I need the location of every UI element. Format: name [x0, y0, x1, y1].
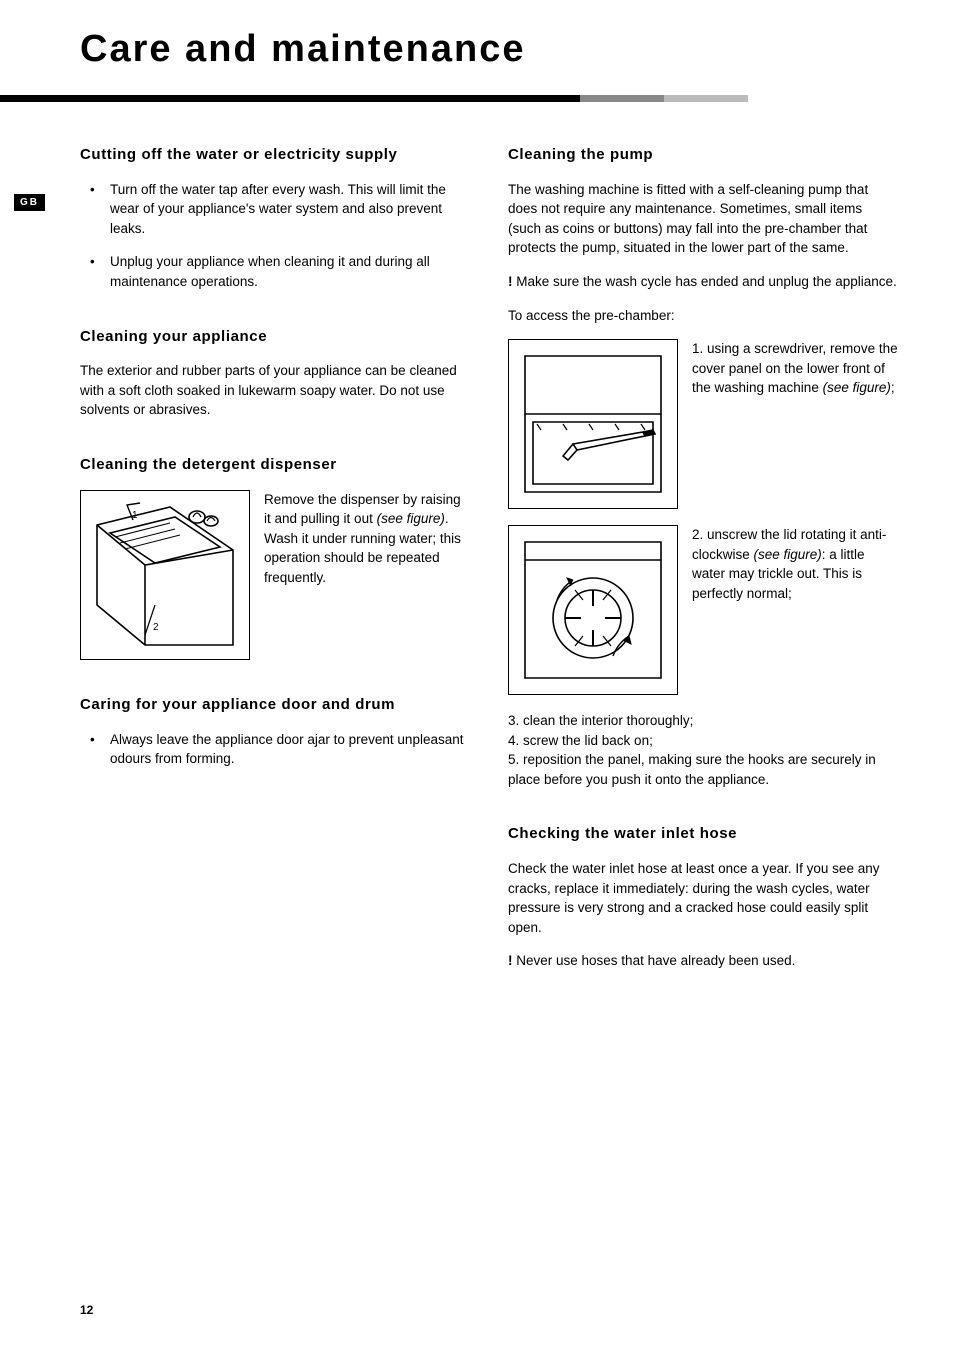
paragraph: 4. screw the lid back on;: [508, 731, 898, 751]
paragraph: The exterior and rubber parts of your ap…: [80, 361, 470, 420]
paragraph: To access the pre-chamber:: [508, 306, 898, 326]
paragraph: The washing machine is fitted with a sel…: [508, 180, 898, 258]
text: ;: [891, 380, 895, 395]
text-italic: (see figure): [823, 380, 891, 395]
heading: Caring for your appliance door and drum: [80, 694, 470, 716]
section-detergent-dispenser: Cleaning the detergent dispenser: [80, 454, 470, 660]
heading: Cutting off the water or electricity sup…: [80, 144, 470, 166]
section-cleaning-pump: Cleaning the pump The washing machine is…: [508, 144, 898, 789]
bullet-item: Unplug your appliance when cleaning it a…: [96, 252, 470, 291]
language-tab: GB: [14, 194, 45, 211]
figure-caption: 2. unscrew the lid rotating it anti-cloc…: [692, 525, 898, 695]
text-italic: (see figure): [754, 547, 822, 562]
figure-panel-removal: [508, 339, 678, 509]
right-column: Cleaning the pump The washing machine is…: [508, 144, 898, 1005]
heading: Cleaning the pump: [508, 144, 898, 166]
heading: Cleaning the detergent dispenser: [80, 454, 470, 476]
warning: ! Never use hoses that have already been…: [508, 951, 898, 971]
section-inlet-hose: Checking the water inlet hose Check the …: [508, 823, 898, 971]
figure-caption: 1. using a screwdriver, remove the cover…: [692, 339, 898, 509]
text-italic: (see figure): [377, 511, 445, 526]
paragraph: 3. clean the interior thoroughly;: [508, 711, 898, 731]
paragraph: Check the water inlet hose at least once…: [508, 859, 898, 937]
page-number: 12: [80, 1303, 93, 1317]
bullet-item: Turn off the water tap after every wash.…: [96, 180, 470, 239]
text: Never use hoses that have already been u…: [513, 953, 796, 968]
section-water-electricity: Cutting off the water or electricity sup…: [80, 144, 470, 292]
left-column: Cutting off the water or electricity sup…: [80, 144, 470, 1005]
figure-caption: Remove the dispenser by raising it and p…: [264, 490, 470, 660]
header-rule: [0, 95, 954, 102]
heading: Checking the water inlet hose: [508, 823, 898, 845]
content-columns: Cutting off the water or electricity sup…: [0, 102, 954, 1005]
heading: Cleaning your appliance: [80, 326, 470, 348]
bullet-item: Always leave the appliance door ajar to …: [96, 730, 470, 769]
figure-lid-unscrew: [508, 525, 678, 695]
svg-text:1: 1: [132, 510, 138, 521]
section-door-drum: Caring for your appliance door and drum …: [80, 694, 470, 769]
figure-dispenser: 1 2: [80, 490, 250, 660]
svg-text:2: 2: [153, 622, 159, 633]
page-title: Care and maintenance: [0, 0, 954, 95]
paragraph: 5. reposition the panel, making sure the…: [508, 750, 898, 789]
warning: ! Make sure the wash cycle has ended and…: [508, 272, 898, 292]
section-cleaning-appliance: Cleaning your appliance The exterior and…: [80, 326, 470, 420]
text: Make sure the wash cycle has ended and u…: [513, 274, 897, 289]
